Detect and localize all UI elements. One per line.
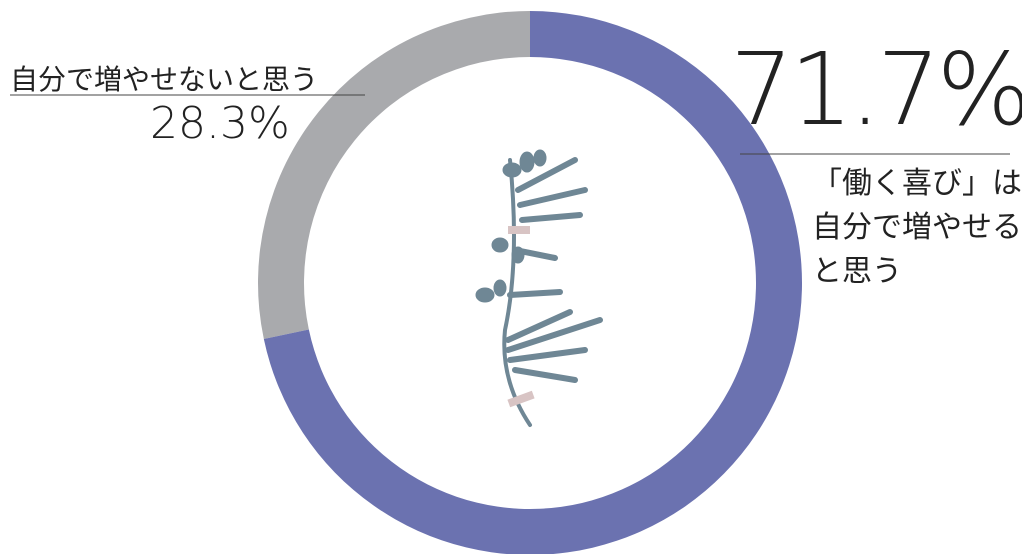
value-label: 71.7% [730, 31, 1022, 148]
donut-segment [258, 11, 530, 339]
value-label: 28.3% [150, 98, 290, 149]
plant-illustration [475, 149, 603, 427]
category-label: 自分で増やせないと思う [10, 63, 319, 96]
category-label: 「働く喜び」は自分で増やせると思う [812, 166, 1022, 289]
